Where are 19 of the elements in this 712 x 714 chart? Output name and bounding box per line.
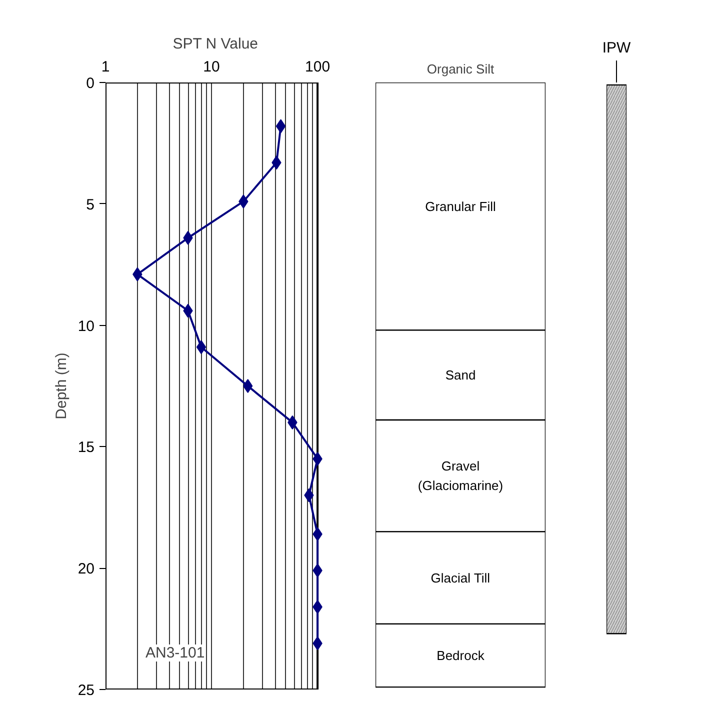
series-label: Sand xyxy=(445,368,476,383)
x-tick-label: 10 xyxy=(203,58,220,76)
annotation: AN3-101 xyxy=(146,644,205,662)
x-tick-label: IPW xyxy=(602,40,632,56)
y-tick-label: 5 xyxy=(86,196,94,214)
x-axis-title: SPT N Value xyxy=(172,36,258,52)
x-tick-label: 1 xyxy=(101,58,110,76)
y-tick-label: 15 xyxy=(78,439,95,456)
text: Organic Silt xyxy=(426,62,494,76)
y-tick-label: 20 xyxy=(78,560,95,578)
y-axis-title: Depth (m) xyxy=(52,352,70,420)
y-tick-label: 25 xyxy=(78,682,95,699)
series-label: Glacial Till xyxy=(430,570,490,586)
series-label: Gravel (Glaciomarine) xyxy=(418,458,504,494)
y-tick-label: 10 xyxy=(78,318,95,335)
series-label: Granular Fill xyxy=(425,198,496,214)
y-tick-label: 0 xyxy=(86,75,94,92)
series-label: Bedrock xyxy=(436,648,485,664)
x-tick-label: 100 xyxy=(305,58,330,76)
